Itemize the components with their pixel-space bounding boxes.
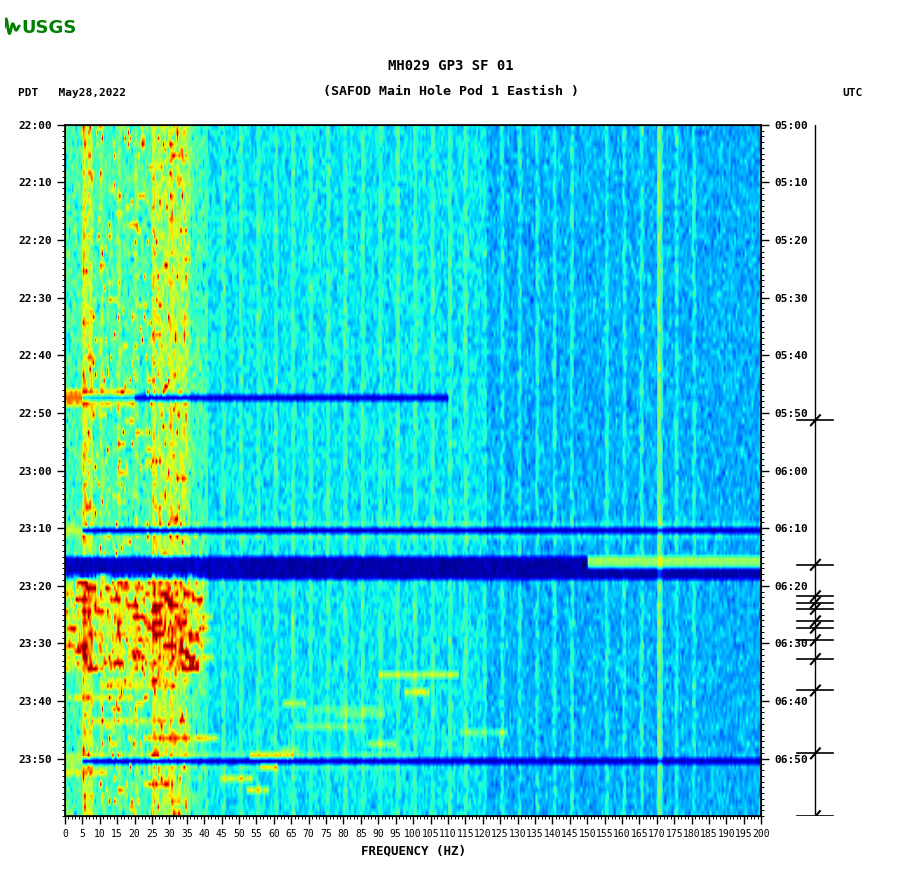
Text: UTC: UTC [842,88,862,98]
Text: (SAFOD Main Hole Pod 1 Eastish ): (SAFOD Main Hole Pod 1 Eastish ) [323,85,579,98]
Text: MH029 GP3 SF 01: MH029 GP3 SF 01 [388,59,514,73]
Text: PDT   May28,2022: PDT May28,2022 [18,88,126,98]
Text: USGS: USGS [22,19,77,37]
X-axis label: FREQUENCY (HZ): FREQUENCY (HZ) [361,845,465,858]
